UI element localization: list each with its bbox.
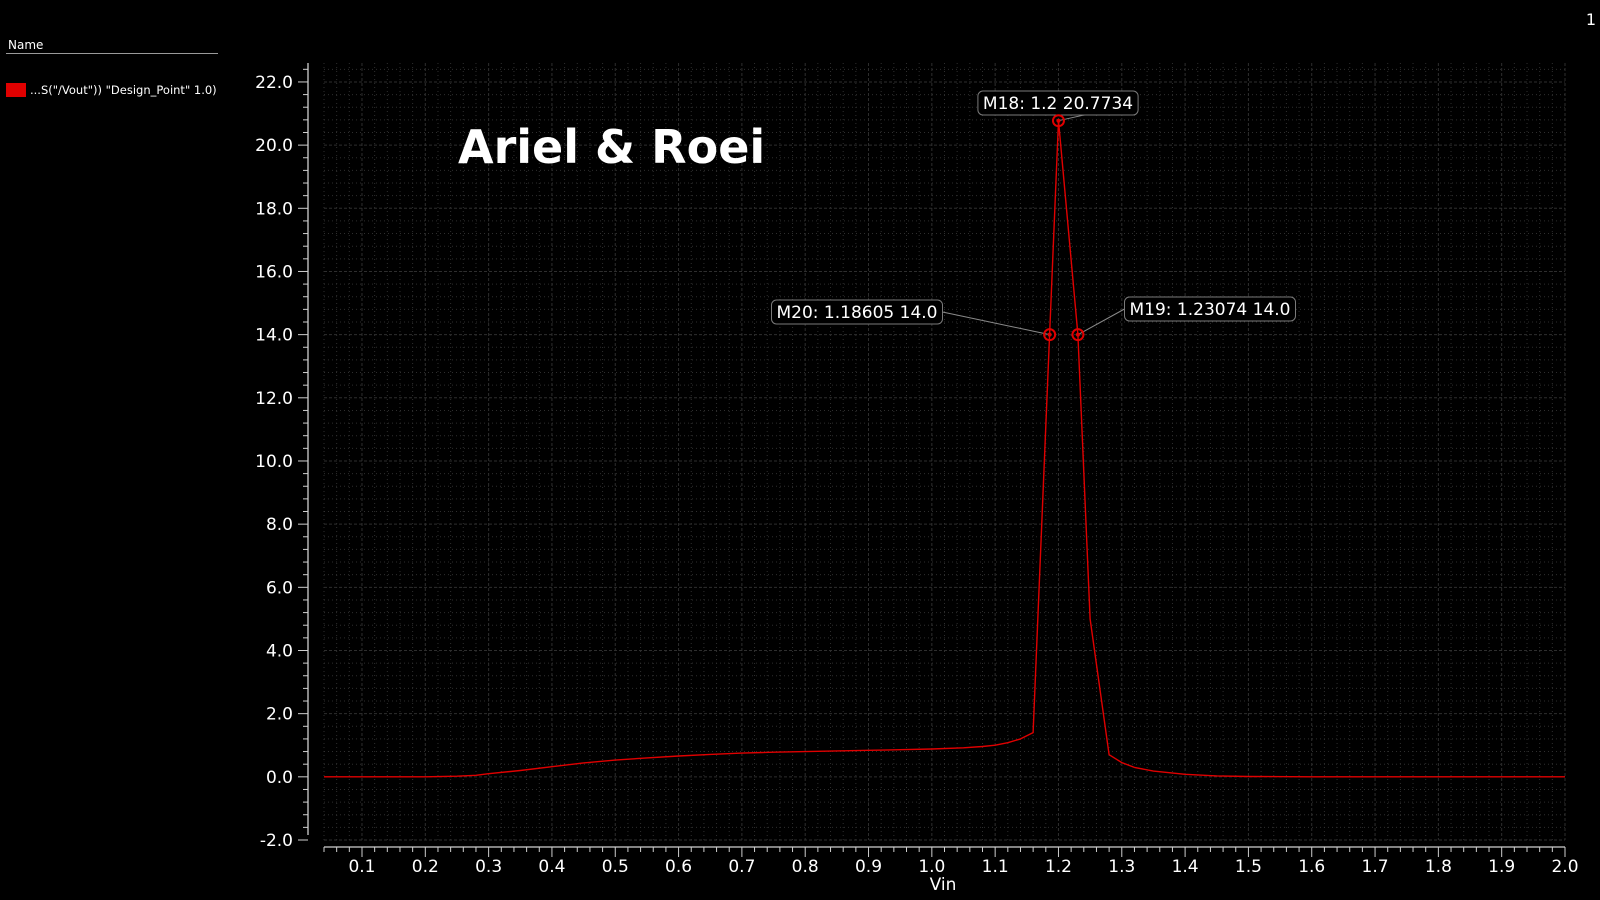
- marker-label-box: [1124, 296, 1296, 322]
- marker-leader-line: [942, 311, 1050, 336]
- y-tick-label: 12.0: [255, 389, 293, 409]
- marker-label-box: [771, 299, 943, 325]
- x-tick-label: 0.9: [855, 857, 882, 877]
- grid-lines: [323, 63, 1566, 841]
- watermark-text: Ariel & Roei: [458, 120, 765, 174]
- marker-label: M19: 1.23074 14.0: [1130, 300, 1291, 320]
- x-tick-label: 0.1: [348, 857, 375, 877]
- y-tick-label: 6.0: [266, 578, 293, 598]
- x-tick-label: 0.5: [602, 857, 629, 877]
- x-tick-label: 1.2: [1045, 857, 1072, 877]
- y-tick-label: 0.0: [266, 768, 293, 788]
- y-tick-label: 14.0: [255, 326, 293, 346]
- marker-label: M20: 1.18605 14.0: [777, 303, 938, 323]
- axes: 0.1 0.2 0.3 0.4 0.5 0.6 0.7 0.8 0.9 1.0 1.1 1.2 1.3 1…: [255, 63, 1579, 877]
- y-tick-label: 10.0: [255, 452, 293, 472]
- x-tick-label: 0.4: [538, 857, 565, 877]
- x-tick-label: 1.5: [1235, 857, 1262, 877]
- y-tick-label: 16.0: [255, 262, 293, 282]
- y-tick-label: 4.0: [266, 641, 293, 661]
- marker-m19[interactable]: M19: 1.23074 14.0: [1071, 296, 1296, 342]
- x-tick-label: 1.7: [1362, 857, 1389, 877]
- x-tick-label: 1.6: [1298, 857, 1325, 877]
- legend-panel: Name ...S("/Vout")) "Design_Point" 1.0): [0, 0, 240, 130]
- x-tick-label: 0.3: [475, 857, 502, 877]
- legend-entry-label: ...S("/Vout")) "Design_Point" 1.0): [30, 83, 217, 97]
- x-tick-label: 1.8: [1425, 857, 1452, 877]
- y-tick-label: 22.0: [255, 73, 293, 93]
- y-tick-label: 20.0: [255, 136, 293, 156]
- x-tick-label: 2.0: [1551, 857, 1578, 877]
- marker-ring: [1071, 328, 1085, 342]
- marker-leader-line: [1077, 308, 1125, 336]
- x-tick-label: 1.0: [918, 857, 945, 877]
- x-tick-label: 0.6: [665, 857, 692, 877]
- marker-dot: [1056, 118, 1061, 123]
- marker-ring: [1051, 114, 1065, 128]
- x-tick-label: 0.2: [412, 857, 439, 877]
- y-tick-label: 2.0: [266, 705, 293, 725]
- marker-layer: M18: 1.2 20.7734 M19: 1.23074 14.0 M20: 1.…: [771, 90, 1296, 342]
- marker-m20[interactable]: M20: 1.18605 14.0: [771, 299, 1057, 342]
- x-axis-label: Vin: [930, 875, 957, 895]
- x-tick-label: 1.9: [1488, 857, 1515, 877]
- marker-dot: [1047, 332, 1052, 337]
- page-number: 1: [1585, 10, 1596, 29]
- y-tick-label: -2.0: [260, 831, 293, 851]
- x-tick-label: 1.1: [982, 857, 1009, 877]
- y-tick-label: 18.0: [255, 199, 293, 219]
- marker-dot: [1075, 332, 1080, 337]
- marker-label: M18: 1.2 20.7734: [983, 94, 1133, 114]
- legend-color-swatch: [6, 83, 26, 97]
- y-tick-label: 8.0: [266, 515, 293, 535]
- marker-m18[interactable]: M18: 1.2 20.7734: [977, 90, 1139, 128]
- legend-header-divider: [6, 53, 218, 54]
- series-line-vout: [324, 119, 1565, 778]
- legend-name-header: Name: [8, 38, 44, 52]
- marker-ring: [1043, 328, 1057, 342]
- x-tick-label: 1.3: [1108, 857, 1135, 877]
- x-tick-label: 0.8: [792, 857, 819, 877]
- x-tick-label: 0.7: [728, 857, 755, 877]
- x-tick-label: 1.4: [1172, 857, 1199, 877]
- legend-entry-vout[interactable]: ...S("/Vout")) "Design_Point" 1.0): [6, 82, 217, 98]
- series-layer: [324, 119, 1565, 778]
